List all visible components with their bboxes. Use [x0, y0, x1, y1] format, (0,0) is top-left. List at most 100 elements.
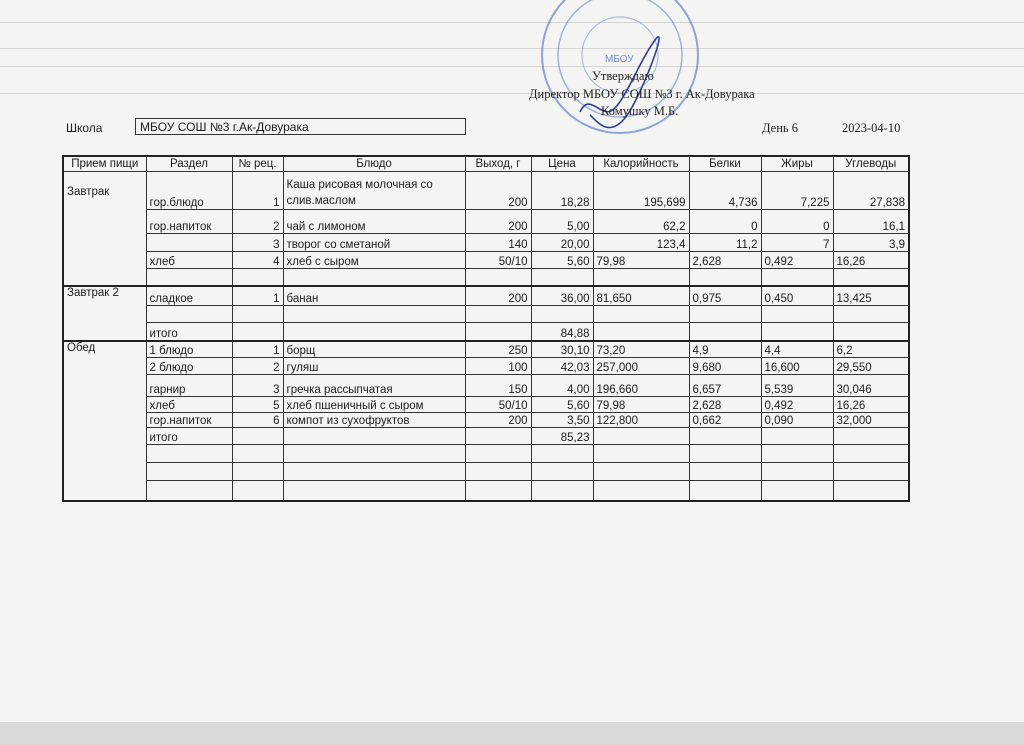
- school-label: Школа: [66, 121, 102, 135]
- menu-date: 2023-04-10: [842, 121, 900, 136]
- cell-recipe-number: [232, 428, 283, 445]
- cell-calories: [593, 306, 689, 323]
- cell-carbs: 16,1: [833, 210, 909, 234]
- cell-section: [146, 445, 232, 463]
- column-header: Прием пищи: [63, 156, 146, 172]
- cell-price: 5,60: [531, 397, 593, 413]
- cell-section: [146, 269, 232, 286]
- cell-fat: 0: [761, 210, 833, 234]
- cell-calories: 73,20: [593, 341, 689, 358]
- table-header: Прием пищиРаздел№ рец.БлюдоВыход, гЦенаК…: [63, 156, 909, 172]
- cell-price: 42,03: [531, 358, 593, 375]
- cell-price: 5,00: [531, 210, 593, 234]
- cell-price: [531, 481, 593, 501]
- approval-name: Комушку М.Б.: [601, 104, 678, 119]
- cell-dish: борщ: [283, 341, 465, 358]
- cell-yield: 100: [465, 358, 531, 375]
- cell-calories: [593, 463, 689, 481]
- cell-fat: [761, 428, 833, 445]
- meal-name: Завтрак 2: [63, 286, 146, 341]
- cell-yield: [465, 481, 531, 501]
- cell-fat: 0,090: [761, 413, 833, 428]
- cell-recipe-number: [232, 323, 283, 341]
- cell-protein: 4,9: [689, 341, 761, 358]
- cell-carbs: [833, 428, 909, 445]
- cell-dish: [283, 463, 465, 481]
- cell-section: хлеб: [146, 397, 232, 413]
- cell-section: [146, 234, 232, 252]
- cell-yield: 150: [465, 375, 531, 397]
- cell-carbs: 27,838: [833, 172, 909, 210]
- cell-fat: [761, 445, 833, 463]
- cell-dish: [283, 323, 465, 341]
- cell-protein: [689, 323, 761, 341]
- cell-fat: 5,539: [761, 375, 833, 397]
- cell-carbs: 32,000: [833, 413, 909, 428]
- cell-price: 84,88: [531, 323, 593, 341]
- column-header: Углеводы: [833, 156, 909, 172]
- cell-dish: хлеб с сыром: [283, 252, 465, 269]
- cell-price: 85,23: [531, 428, 593, 445]
- cell-calories: [593, 323, 689, 341]
- cell-recipe-number: [232, 445, 283, 463]
- table-row: Обед1 блюдо1борщ25030,1073,204,94,46,2: [63, 341, 909, 358]
- cell-protein: [689, 463, 761, 481]
- cell-dish: Каша рисовая молочная со слив.маслом: [283, 172, 465, 210]
- cell-price: 20,00: [531, 234, 593, 252]
- cell-recipe-number: [232, 481, 283, 501]
- cell-protein: [689, 445, 761, 463]
- scan-edge: [0, 722, 1024, 745]
- cell-dish: гуляш: [283, 358, 465, 375]
- cell-fat: 4,4: [761, 341, 833, 358]
- cell-protein: 0,975: [689, 286, 761, 306]
- cell-dish: гречка рассыпчатая: [283, 375, 465, 397]
- cell-section: итого: [146, 323, 232, 341]
- cell-yield: [465, 323, 531, 341]
- table-row: хлеб5хлеб пшеничный с сыром50/105,6079,9…: [63, 397, 909, 413]
- cell-carbs: [833, 306, 909, 323]
- column-header: № рец.: [232, 156, 283, 172]
- cell-section: [146, 481, 232, 501]
- cell-dish: [283, 445, 465, 463]
- cell-protein: 9,680: [689, 358, 761, 375]
- cell-protein: 4,736: [689, 172, 761, 210]
- cell-price: [531, 306, 593, 323]
- cell-fat: 7: [761, 234, 833, 252]
- cell-fat: [761, 463, 833, 481]
- cell-calories: 195,699: [593, 172, 689, 210]
- cell-carbs: 16,26: [833, 397, 909, 413]
- cell-recipe-number: 5: [232, 397, 283, 413]
- cell-protein: [689, 481, 761, 501]
- table-row: гор.напиток6компот из сухофруктов2003,50…: [63, 413, 909, 428]
- cell-protein: 6,657: [689, 375, 761, 397]
- cell-calories: 123,4: [593, 234, 689, 252]
- cell-recipe-number: 2: [232, 210, 283, 234]
- cell-dish: чай с лимоном: [283, 210, 465, 234]
- cell-section: сладкое: [146, 286, 232, 306]
- table-row: [63, 463, 909, 481]
- cell-section: хлеб: [146, 252, 232, 269]
- cell-recipe-number: [232, 269, 283, 286]
- cell-carbs: [833, 481, 909, 501]
- cell-price: 4,00: [531, 375, 593, 397]
- cell-yield: 200: [465, 172, 531, 210]
- cell-protein: [689, 306, 761, 323]
- table-row: гарнир3 гречка рассыпчатая1504,00196,660…: [63, 375, 909, 397]
- cell-dish: творог со сметаной: [283, 234, 465, 252]
- table-row: [63, 269, 909, 286]
- cell-section: гор.блюдо: [146, 172, 232, 210]
- day-label: День 6: [762, 121, 798, 136]
- table-row: [63, 445, 909, 463]
- cell-price: 5,60: [531, 252, 593, 269]
- cell-dish: хлеб пшеничный с сыром: [283, 397, 465, 413]
- cell-price: [531, 463, 593, 481]
- cell-calories: [593, 445, 689, 463]
- column-header: Блюдо: [283, 156, 465, 172]
- cell-section: гарнир: [146, 375, 232, 397]
- meal-name: Завтрак: [63, 172, 146, 286]
- cell-calories: 81,650: [593, 286, 689, 306]
- cell-dish: [283, 481, 465, 501]
- cell-recipe-number: 4: [232, 252, 283, 269]
- cell-fat: [761, 481, 833, 501]
- table-row: Завтрак 2сладкое1банан20036,0081,6500,97…: [63, 286, 909, 306]
